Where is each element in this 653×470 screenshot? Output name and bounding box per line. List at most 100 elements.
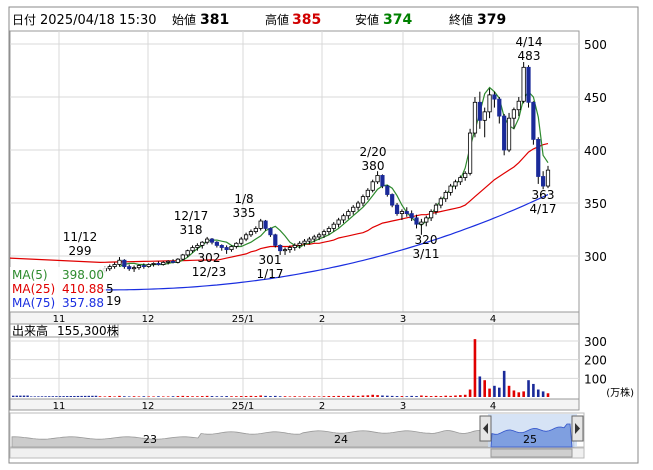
candle-body (253, 228, 258, 233)
volume-bar (205, 395, 209, 397)
candle-body (200, 241, 205, 246)
candle-body (351, 206, 356, 212)
annotation-1-bottom: 318 (180, 223, 203, 237)
candle-body (195, 244, 200, 248)
volume-bar (498, 387, 501, 397)
volume-bar (176, 396, 180, 397)
volume-bar (186, 396, 189, 397)
scrollbar-thumb[interactable] (490, 448, 573, 458)
volume-bar (366, 395, 370, 397)
price-plot-area (9, 30, 580, 313)
volume-bar (191, 396, 194, 397)
candle-body (370, 181, 375, 191)
volume-bar (142, 396, 146, 397)
volume-bar (293, 396, 297, 397)
volume-bar (429, 396, 433, 397)
candle-body (141, 265, 146, 268)
volume-bar (522, 391, 525, 397)
legend-ma75-value: 357.88 (62, 296, 104, 310)
volume-bar (249, 395, 253, 397)
month-label-bottom-4: 3 (400, 401, 406, 412)
candle-body (409, 213, 414, 219)
volume-bar (259, 395, 262, 397)
volume-bar (342, 396, 345, 397)
candle-body (302, 240, 307, 244)
volume-bar (123, 396, 126, 397)
volume-bar (48, 396, 51, 397)
candle-body (497, 98, 502, 117)
candle-body (502, 115, 507, 151)
volume-bar (288, 396, 292, 397)
volume-bar (80, 395, 83, 397)
volume-bar (415, 396, 418, 397)
navigator[interactable]: 23 24 25 (9, 412, 585, 448)
volume-bar (424, 395, 428, 397)
volume-bars (12, 339, 550, 397)
volume-bar (19, 395, 22, 397)
volume-bar (44, 396, 47, 397)
navigator-left-handle[interactable] (479, 415, 492, 442)
month-label-bottom-2: 25/1 (232, 401, 254, 412)
volume-bar (361, 395, 365, 397)
partial-label-19: 19 (106, 294, 121, 308)
volume-bar (12, 395, 15, 397)
volume-bar (386, 395, 389, 397)
annotation-8-bottom: 4/17 (530, 202, 557, 216)
annotation-7-top: 4/14 (516, 35, 543, 49)
volume-bar (196, 396, 199, 397)
volume-bar (235, 396, 238, 397)
volume-bar (37, 396, 40, 397)
volume-bar (468, 389, 472, 397)
volume-bar (30, 396, 33, 397)
candle-body (273, 234, 278, 246)
candle-body (482, 111, 487, 121)
volume-bar (488, 388, 491, 397)
volume-bar (127, 396, 131, 397)
candle-body (399, 211, 405, 214)
volume-bar (327, 396, 331, 397)
month-label-top-0: 11 (53, 314, 66, 325)
candle-body (477, 101, 482, 121)
candle-body (117, 259, 122, 265)
volume-unit: (万株) (606, 386, 634, 399)
navigator-scrollbar[interactable] (9, 447, 585, 459)
navigator-year-25: 25 (523, 433, 537, 446)
volume-value: 155,300株 (57, 323, 119, 338)
candle-body (107, 266, 112, 270)
volume-bar (22, 395, 26, 397)
date-value: 2025/04/18 15:30 (40, 13, 157, 28)
legend-ma5-label: MA(5) (12, 268, 48, 282)
volume-bar (171, 396, 175, 397)
volume-bar (512, 390, 516, 397)
volume-bar (91, 395, 94, 397)
volume-bar (118, 395, 121, 397)
volume-bar (166, 396, 170, 397)
annotation-8-top: 363 (532, 188, 555, 202)
volume-bar (434, 395, 438, 397)
candle-body (131, 267, 137, 270)
volume-bar (62, 396, 65, 397)
volume-bar (527, 380, 530, 397)
month-label-top-3: 2 (319, 314, 325, 325)
open-label: 始値 (172, 12, 196, 27)
volume-bar (376, 395, 379, 397)
close-value: 379 (477, 12, 506, 28)
volume-bar (181, 395, 185, 397)
volume-header-box (9, 323, 119, 338)
legend-ma25-label: MA(25) (12, 282, 55, 296)
ma25-line (99, 143, 549, 263)
candle-body (380, 175, 385, 187)
candle-body (166, 260, 171, 263)
candle-body (487, 94, 492, 113)
legend-ma5-value: 398.00 (62, 268, 104, 282)
candle-body (375, 175, 380, 183)
volume-bar (66, 396, 69, 397)
volume-bar (108, 396, 112, 397)
navigator-year-24: 24 (334, 433, 348, 446)
scrollbar-track[interactable] (9, 447, 585, 459)
candle-body (180, 254, 185, 260)
navigator-right-handle[interactable] (571, 415, 584, 442)
volume-bar (69, 396, 72, 397)
volume-bar (459, 395, 462, 397)
volume-bar (162, 396, 165, 397)
